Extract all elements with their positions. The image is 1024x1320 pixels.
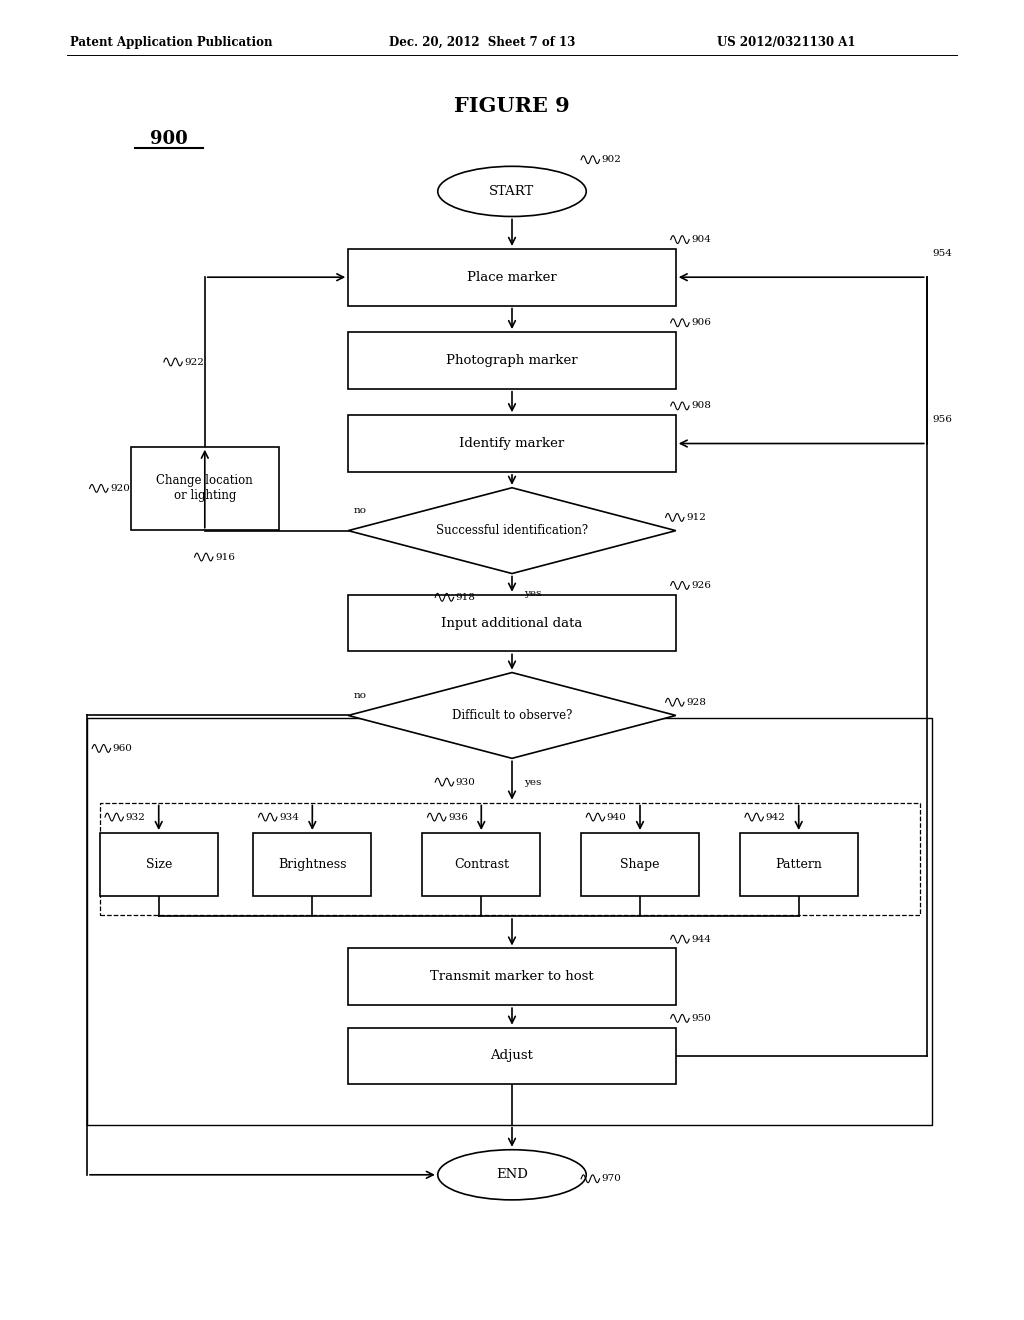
Text: 928: 928 <box>686 698 706 706</box>
Bar <box>348 1027 676 1085</box>
Text: Input additional data: Input additional data <box>441 616 583 630</box>
Text: 920: 920 <box>111 484 130 492</box>
Bar <box>100 803 920 915</box>
Polygon shape <box>348 488 676 573</box>
Bar <box>87 718 932 1125</box>
Ellipse shape <box>438 1150 586 1200</box>
Text: 970: 970 <box>602 1175 622 1183</box>
Text: Shape: Shape <box>621 858 659 871</box>
Text: Contrast: Contrast <box>454 858 509 871</box>
Text: 906: 906 <box>691 318 711 327</box>
Bar <box>348 948 676 1006</box>
Bar <box>100 833 218 896</box>
Text: 960: 960 <box>113 744 132 752</box>
Text: 916: 916 <box>215 553 234 561</box>
Bar <box>582 833 698 896</box>
Text: Size: Size <box>145 858 172 871</box>
Text: 944: 944 <box>691 935 711 944</box>
Bar <box>348 248 676 305</box>
Text: 904: 904 <box>691 235 711 244</box>
Text: no: no <box>353 692 367 700</box>
Text: Pattern: Pattern <box>775 858 822 871</box>
Polygon shape <box>348 672 676 758</box>
Text: Successful identification?: Successful identification? <box>436 524 588 537</box>
Text: no: no <box>353 507 367 515</box>
Text: 908: 908 <box>691 401 711 411</box>
Text: Identify marker: Identify marker <box>460 437 564 450</box>
Text: Place marker: Place marker <box>467 271 557 284</box>
Text: Adjust: Adjust <box>490 1049 534 1063</box>
Text: 942: 942 <box>766 813 785 821</box>
Text: 912: 912 <box>686 513 706 521</box>
Text: 926: 926 <box>691 581 711 590</box>
Bar <box>348 414 676 471</box>
Ellipse shape <box>438 166 586 216</box>
Text: Patent Application Publication: Patent Application Publication <box>70 36 272 49</box>
Text: 932: 932 <box>126 813 145 821</box>
Text: 936: 936 <box>449 813 468 821</box>
Text: 950: 950 <box>691 1014 711 1023</box>
Bar <box>348 333 676 388</box>
Text: Change location
or lighting: Change location or lighting <box>157 474 253 503</box>
Text: 956: 956 <box>933 416 952 424</box>
Bar <box>739 833 858 896</box>
Text: START: START <box>489 185 535 198</box>
Text: 934: 934 <box>279 813 299 821</box>
Text: Dec. 20, 2012  Sheet 7 of 13: Dec. 20, 2012 Sheet 7 of 13 <box>389 36 575 49</box>
Text: 900: 900 <box>151 129 187 148</box>
Bar <box>131 446 279 529</box>
Text: US 2012/0321130 A1: US 2012/0321130 A1 <box>717 36 855 49</box>
Bar <box>254 833 371 896</box>
Text: 918: 918 <box>456 593 475 602</box>
Text: Transmit marker to host: Transmit marker to host <box>430 970 594 983</box>
Text: Brightness: Brightness <box>279 858 346 871</box>
Text: FIGURE 9: FIGURE 9 <box>454 95 570 116</box>
Text: Difficult to observe?: Difficult to observe? <box>452 709 572 722</box>
Text: yes: yes <box>524 589 542 598</box>
Text: yes: yes <box>524 777 542 787</box>
Bar <box>348 594 676 651</box>
Text: 954: 954 <box>933 249 952 257</box>
Text: 902: 902 <box>602 156 622 164</box>
Text: END: END <box>496 1168 528 1181</box>
Text: Photograph marker: Photograph marker <box>446 354 578 367</box>
Text: 930: 930 <box>456 777 475 787</box>
Bar <box>422 833 541 896</box>
Text: 940: 940 <box>606 813 627 821</box>
Text: 922: 922 <box>184 358 204 367</box>
